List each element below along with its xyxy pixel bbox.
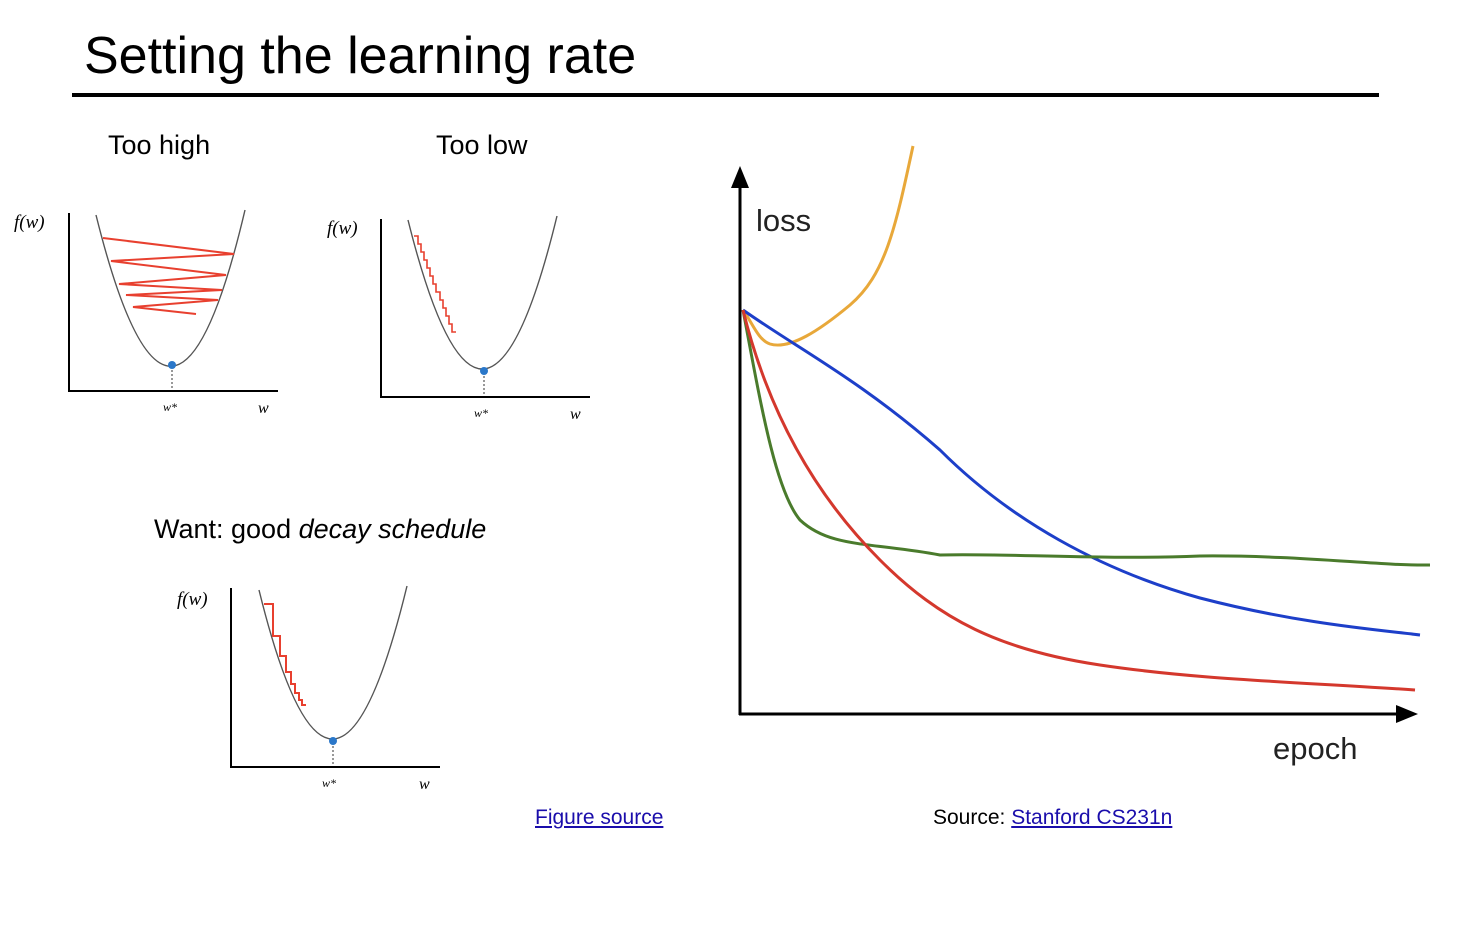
stanford-cs231n-link[interactable]: Stanford CS231n <box>1011 806 1173 829</box>
want-caption: Want: good decay schedule <box>154 513 486 545</box>
curve-low-lr <box>742 308 1421 637</box>
decay-y-label: f(w) <box>177 589 208 610</box>
want-prefix: Want: good <box>154 514 299 544</box>
too-low-label: Too low <box>436 130 528 160</box>
loss-y-label: loss <box>756 203 811 238</box>
too-high-diagram: f(w) w* w <box>14 209 278 417</box>
too-high-x-label: w <box>258 400 269 417</box>
too-low-y-label: f(w) <box>327 218 358 239</box>
too-low-diagram: f(w) w* w <box>327 215 590 423</box>
figure-source-link[interactable]: Figure source <box>535 806 664 829</box>
figure-source-footer: Figure source <box>535 805 663 831</box>
decay-min-label: w* <box>322 776 336 790</box>
too-low-x-label: w <box>570 406 581 423</box>
too-low-steps <box>414 235 456 333</box>
curve-good-lr <box>741 309 1416 692</box>
too-high-minimum-dot <box>168 361 176 369</box>
too-high-label: Too high <box>108 130 211 160</box>
source-footer: Source: Stanford CS231n <box>933 805 1172 831</box>
decay-diagram: f(w) w* w <box>177 585 440 793</box>
source-prefix: Source: <box>933 806 1012 829</box>
loss-x-arrowhead <box>1396 705 1418 723</box>
slide-title: Setting the learning rate <box>84 27 637 85</box>
decay-minimum-dot <box>329 737 337 745</box>
decay-steps <box>264 603 306 706</box>
too-high-parabola <box>95 209 246 367</box>
too-low-parabola <box>407 215 558 370</box>
too-high-steps <box>102 237 235 315</box>
too-low-minimum-dot <box>480 367 488 375</box>
title-underline <box>72 93 1379 97</box>
loss-x-label: epoch <box>1273 731 1357 766</box>
loss-chart: loss epoch <box>731 145 1431 766</box>
want-emphasis: decay schedule <box>298 514 487 544</box>
curve-high-lr <box>741 309 1431 567</box>
decay-x-label: w <box>419 776 430 793</box>
decay-parabola <box>258 585 408 740</box>
loss-y-arrowhead <box>731 166 749 188</box>
too-low-min-label: w* <box>474 406 488 420</box>
too-high-y-label: f(w) <box>14 212 45 233</box>
curve-very-high-lr <box>741 145 915 347</box>
too-high-min-label: w* <box>163 400 177 414</box>
